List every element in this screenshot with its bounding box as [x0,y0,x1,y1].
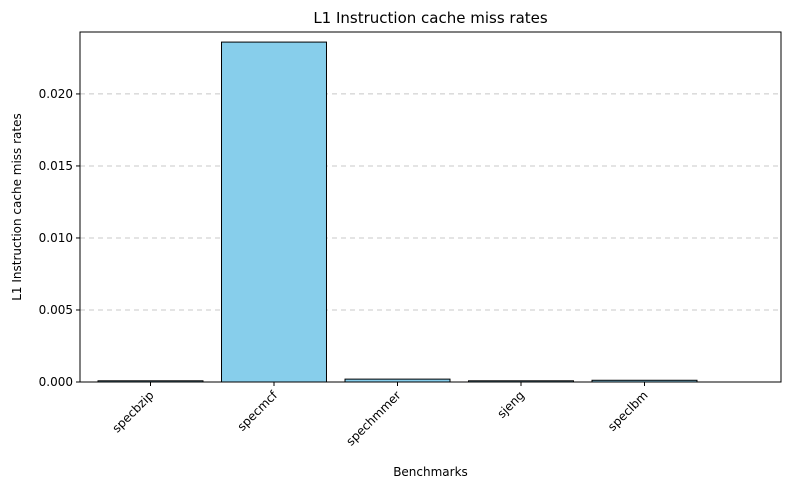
x-tick-label: spechmmer [343,388,403,448]
y-tick-label: 0.015 [39,159,73,173]
grid-lines [80,93,781,311]
x-tick-label: specmcf [235,388,281,434]
y-tick-label: 0.000 [39,375,73,389]
bars [97,41,698,383]
x-tick-label: sjeng [494,388,527,421]
x-axis-ticks: specbzip specmcf spechmmer sjeng speclbm [109,382,651,448]
x-tick-label: specbzip [109,388,156,435]
chart-title: L1 Instruction cache miss rates [313,9,548,27]
y-tick-label: 0.010 [39,231,73,245]
y-tick-label: 0.005 [39,303,73,317]
plot-area-frame [79,31,782,383]
y-axis-ticks: 0.000 0.005 0.010 0.015 0.020 [39,87,80,389]
bar-specmcf [221,41,327,383]
y-tick-label: 0.020 [39,87,73,101]
x-axis-label: Benchmarks [393,465,468,479]
y-axis-label: L1 Instruction cache miss rates [10,113,24,301]
x-tick-label: speclbm [605,388,651,434]
